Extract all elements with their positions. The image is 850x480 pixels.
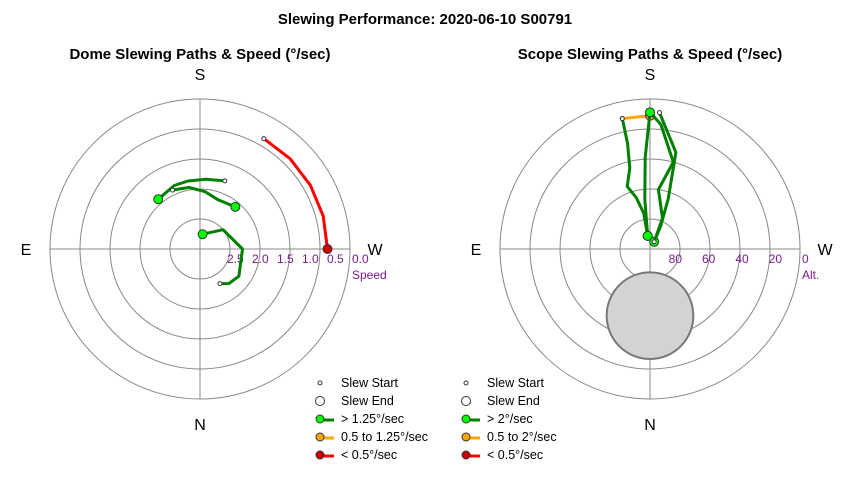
scope-slew-start-marker <box>651 239 657 245</box>
dome-tick-label: 0.5 <box>327 252 344 266</box>
dome-paths <box>153 136 333 287</box>
dome-compass-left: E <box>21 242 32 259</box>
scope-legend-label: 0.5 to 2°/sec <box>487 430 557 444</box>
dome-compass-bottom: N <box>194 417 206 434</box>
dome-legend-label: Slew Start <box>341 376 398 390</box>
scope-legend-dot <box>461 414 471 424</box>
dome-legend: Slew Start Slew End > 1.25°/sec 0.5 to 1.25… <box>315 376 428 462</box>
dome-tick-label: 1.0 <box>302 252 319 266</box>
dome-legend-dot <box>315 414 325 424</box>
dome-slew-path <box>171 185 237 209</box>
scope-compass-bottom: N <box>644 417 656 434</box>
dome-slew-end-marker <box>230 201 241 212</box>
scope-compass-left: E <box>471 242 482 259</box>
dome-slew-path <box>201 228 244 286</box>
dome-slew-end-marker <box>322 244 333 254</box>
dome-legend-label: > 1.25°/sec <box>341 412 404 426</box>
scope-slew-end-marker <box>642 230 653 241</box>
dome-chart: Dome Slewing Paths & Speed (°/sec) S N E… <box>21 46 428 462</box>
dome-chart-title: Dome Slewing Paths & Speed (°/sec) <box>69 46 330 63</box>
dome-tick-label: 1.5 <box>277 252 294 266</box>
dome-tick-label: 2.0 <box>252 252 269 266</box>
dome-tick-label: 0.0 <box>352 252 369 266</box>
scope-legend-end-marker <box>461 396 471 406</box>
scope-tick-label: 20 <box>769 252 783 266</box>
dome-slew-start-marker <box>261 136 267 142</box>
scope-legend-label: > 2°/sec <box>487 412 533 426</box>
dome-legend-end-marker <box>315 396 325 406</box>
scope-chart-title: Scope Slewing Paths & Speed (°/sec) <box>518 46 782 63</box>
scope-slew-path <box>648 110 675 244</box>
scope-tick-label: 60 <box>702 252 716 266</box>
scope-slew-start-marker <box>619 116 625 122</box>
scope-legend-label: Slew End <box>487 394 540 408</box>
scope-obscured-region <box>605 271 695 360</box>
scope-slew-start-marker <box>657 110 663 116</box>
scope-legend-label: < 0.5°/sec <box>487 448 543 462</box>
dome-radial-axis-label: Speed <box>352 268 387 282</box>
dome-slew-start-marker <box>170 187 176 193</box>
scope-compass-top: S <box>645 67 656 84</box>
dome-axes <box>50 99 350 399</box>
scope-tick-label: 40 <box>735 252 749 266</box>
dome-slew-start-marker <box>217 281 223 287</box>
dome-slew-path <box>262 137 329 251</box>
scope-slew-end-marker <box>645 107 655 118</box>
dome-legend-start-marker <box>317 380 323 386</box>
scope-legend: Slew Start Slew End > 2°/sec 0.5 to 2°/sec <… <box>461 376 557 462</box>
dome-legend-label: 0.5 to 1.25°/sec <box>341 430 428 444</box>
dome-legend-label: < 0.5°/sec <box>341 448 397 462</box>
scope-compass-right: W <box>817 242 833 259</box>
dome-legend-label: Slew End <box>341 394 394 408</box>
obscured-disc <box>605 271 695 360</box>
scope-chart: Scope Slewing Paths & Speed (°/sec) S N … <box>461 46 833 462</box>
scope-legend-dot <box>461 450 471 460</box>
dome-legend-dot <box>315 432 325 442</box>
scope-legend-dot <box>461 432 471 442</box>
figure-title: Slewing Performance: 2020-06-10 S00791 <box>278 11 572 28</box>
scope-slew-path <box>620 117 650 238</box>
scope-radial-ticks: 80 60 40 20 0 <box>669 252 809 266</box>
scope-paths <box>619 107 678 247</box>
dome-legend-dot <box>315 450 325 460</box>
scope-radial-axis-label: Alt. <box>802 268 819 282</box>
scope-tick-label: 0 <box>802 252 809 266</box>
dome-radial-ticks: 2.5 2.0 1.5 1.0 0.5 0.0 <box>227 252 369 266</box>
scope-tick-label: 80 <box>669 252 683 266</box>
dome-compass-top: S <box>195 67 206 84</box>
dome-compass-right: W <box>367 242 383 259</box>
dome-slew-start-marker <box>222 178 228 184</box>
scope-legend-start-marker <box>463 380 469 386</box>
scope-slew-path <box>643 110 652 238</box>
scope-legend-label: Slew Start <box>487 376 544 390</box>
dome-slew-end-marker <box>153 194 164 205</box>
dome-slew-end-marker <box>197 229 208 240</box>
dome-slew-path <box>156 177 227 201</box>
